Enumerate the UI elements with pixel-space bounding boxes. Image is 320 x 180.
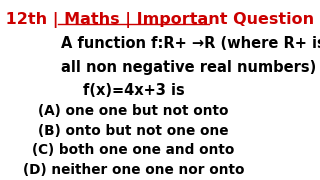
Text: (D) neither one one nor onto: (D) neither one one nor onto	[23, 163, 244, 177]
Text: (B) onto but not one one: (B) onto but not one one	[38, 123, 229, 138]
Text: (C) both one one and onto: (C) both one one and onto	[32, 143, 235, 157]
Text: Class 12th | Maths | Important Question: Class 12th | Maths | Important Question	[0, 12, 314, 28]
Text: A function f:R+ →R (where R+ is the set of: A function f:R+ →R (where R+ is the set …	[61, 36, 320, 51]
Text: f(x)=4x+3 is: f(x)=4x+3 is	[83, 83, 184, 98]
Text: all non negative real numbers) defined by: all non negative real numbers) defined b…	[61, 60, 320, 75]
Text: (A) one one but not onto: (A) one one but not onto	[38, 104, 229, 118]
